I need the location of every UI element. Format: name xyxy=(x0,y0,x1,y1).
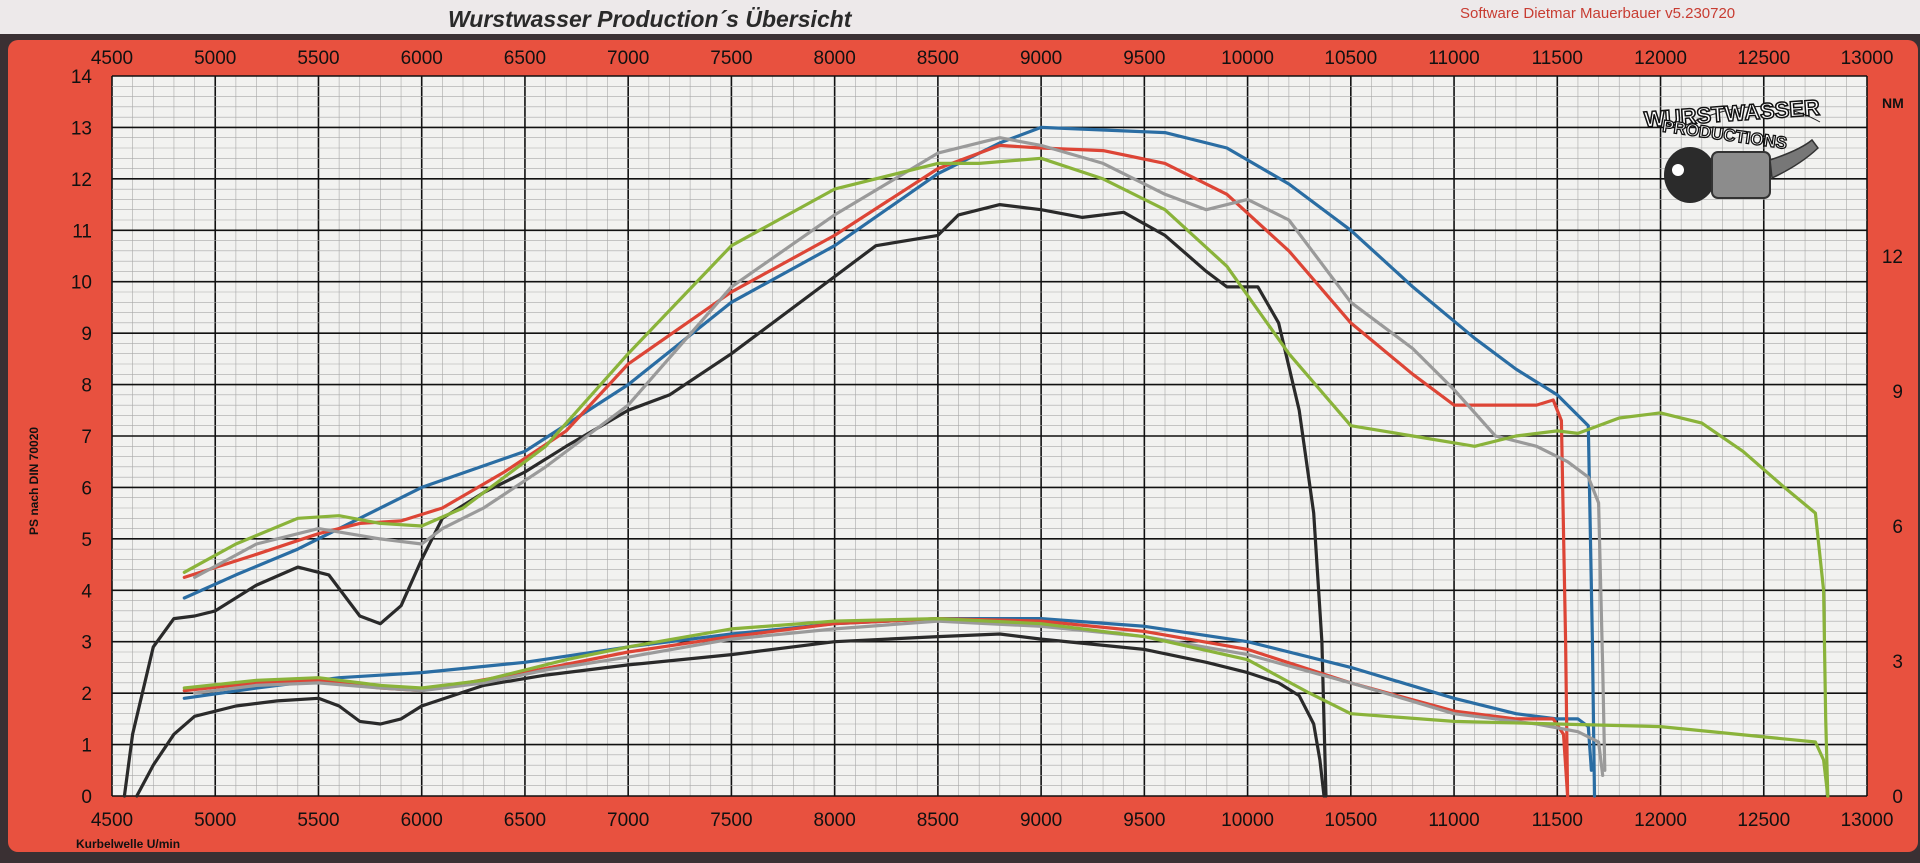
y-axis-label: PS nach DIN 70020 xyxy=(27,427,41,535)
x-tick-label-top: 5000 xyxy=(194,48,236,69)
y2-tick-label: 12 xyxy=(1882,247,1903,268)
x-tick-label-top: 11500 xyxy=(1532,48,1583,69)
y-tick-label: 0 xyxy=(81,787,92,808)
x-tick-label-bottom: 9000 xyxy=(1020,810,1062,831)
header-bar xyxy=(0,0,1920,34)
x-tick-label-top: 7000 xyxy=(607,48,649,69)
x-tick-label-top: 11000 xyxy=(1428,48,1479,69)
torque-curve-4 xyxy=(182,617,1593,772)
y-tick-label: 6 xyxy=(81,478,92,499)
logo-eye-icon xyxy=(1672,164,1684,176)
x-tick-label-bottom: 10000 xyxy=(1221,810,1274,831)
x-tick-label-bottom: 5000 xyxy=(194,810,236,831)
power-curve-1 xyxy=(122,203,1328,798)
y-tick-label: 4 xyxy=(81,581,92,602)
power-curve-3 xyxy=(182,125,1597,798)
x-tick-label-bottom: 6000 xyxy=(401,810,443,831)
power-curve-9 xyxy=(182,156,1830,798)
x-tick-label-top: 6000 xyxy=(401,48,443,69)
torque-curve-10 xyxy=(182,617,1830,798)
x-tick-label-top: 8000 xyxy=(814,48,856,69)
x-tick-label-bottom: 11000 xyxy=(1428,810,1479,831)
y-tick-label: 9 xyxy=(81,324,92,345)
torque-curve-2 xyxy=(135,632,1326,798)
x-tick-label-top: 9000 xyxy=(1020,48,1062,69)
x-tick-label-bottom: 9500 xyxy=(1123,810,1165,831)
y-tick-label: 11 xyxy=(72,221,92,242)
y-tick-label: 8 xyxy=(81,376,92,397)
x-tick-label-bottom: 13000 xyxy=(1841,810,1894,831)
x-tick-label-top: 9500 xyxy=(1123,48,1165,69)
x-tick-label-bottom: 8000 xyxy=(814,810,856,831)
y-tick-label: 10 xyxy=(71,273,92,294)
y2-tick-label: 3 xyxy=(1892,652,1903,673)
software-version: Software Dietmar Mauerbauer v5.230720 xyxy=(1460,5,1735,22)
x-tick-label-top: 4500 xyxy=(91,48,133,69)
y2-tick-label: 0 xyxy=(1892,787,1903,808)
x-tick-label-bottom: 12500 xyxy=(1737,810,1790,831)
y-tick-label: 3 xyxy=(81,633,92,654)
x-tick-label-bottom: 5500 xyxy=(297,810,339,831)
logo-exhaust-icon xyxy=(1769,138,1820,180)
y2-tick-label: 6 xyxy=(1892,517,1903,538)
x-tick-label-bottom: 4500 xyxy=(91,810,133,831)
x-tick-label-bottom: 8500 xyxy=(917,810,959,831)
axis-ticks: 4500450050005000550055006000600065006500… xyxy=(71,48,1903,831)
x-tick-label-bottom: 10500 xyxy=(1324,810,1377,831)
y-tick-label: 1 xyxy=(81,736,92,757)
x-tick-label-top: 13000 xyxy=(1841,48,1894,69)
y-tick-label: 14 xyxy=(71,67,93,88)
x-tick-label-top: 10500 xyxy=(1324,48,1377,69)
x-tick-label-bottom: 6500 xyxy=(504,810,546,831)
x-tick-label-top: 12500 xyxy=(1737,48,1790,69)
logo-engine-icon xyxy=(1711,151,1771,199)
y2-axis-label: NM xyxy=(1882,95,1904,111)
x-tick-label-top: 7500 xyxy=(710,48,752,69)
y-tick-label: 12 xyxy=(71,170,92,191)
logo-arc xyxy=(1679,105,1821,129)
x-axis-label: Kurbelwelle U/min xyxy=(76,837,180,851)
y-tick-label: 13 xyxy=(71,118,92,139)
x-tick-label-top: 10000 xyxy=(1221,48,1274,69)
x-tick-label-top: 6500 xyxy=(504,48,546,69)
logo-mascot-icon xyxy=(1664,147,1716,203)
x-tick-label-bottom: 7500 xyxy=(710,810,752,831)
power-curve-5 xyxy=(182,143,1570,798)
power-curve-7 xyxy=(193,136,1607,772)
x-tick-label-top: 8500 xyxy=(917,48,959,69)
grid xyxy=(111,75,1868,797)
x-tick-label-top: 5500 xyxy=(297,48,339,69)
x-tick-label-bottom: 12000 xyxy=(1634,810,1687,831)
chart-title: Wurstwasser Production´s Übersicht xyxy=(448,6,853,32)
x-tick-label-top: 12000 xyxy=(1634,48,1687,69)
y-tick-label: 7 xyxy=(81,427,92,448)
x-tick-label-bottom: 11500 xyxy=(1532,810,1583,831)
y2-tick-label: 9 xyxy=(1892,382,1903,403)
x-tick-label-bottom: 7000 xyxy=(607,810,649,831)
y-tick-label: 5 xyxy=(81,530,92,551)
curves xyxy=(122,125,1830,798)
y-tick-label: 2 xyxy=(81,684,92,705)
